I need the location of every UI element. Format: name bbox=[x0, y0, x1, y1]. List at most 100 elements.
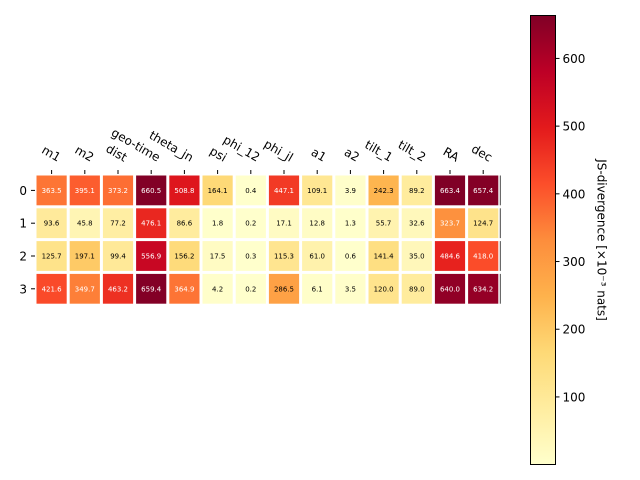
cell-value-label: 395.1 bbox=[75, 187, 95, 195]
heatmap-cell bbox=[69, 175, 100, 206]
colorbar: 100 200 300 400 500 600 JS-divergence [×10⁻³ … bbox=[530, 15, 609, 465]
heatmap-cell bbox=[102, 175, 134, 206]
cell-value-label: 640.0 bbox=[440, 285, 460, 293]
heatmap-cell bbox=[102, 273, 134, 304]
cell-value-label: 634.2 bbox=[473, 285, 493, 293]
heatmap-cell bbox=[102, 241, 134, 271]
heatmap-cell bbox=[69, 208, 100, 239]
column-label: tilt_1 bbox=[362, 138, 395, 165]
cell-value-label: 17.5 bbox=[210, 253, 226, 261]
heatmap-cell bbox=[401, 241, 432, 271]
heatmap-cell bbox=[36, 175, 67, 206]
cell-value-label: 109.1 bbox=[307, 187, 327, 195]
cell-value-label: 89.0 bbox=[409, 285, 425, 293]
cell-value-label: 89.2 bbox=[409, 187, 425, 195]
heatmap-cell bbox=[136, 175, 167, 206]
heatmap-cell bbox=[468, 273, 499, 304]
cell-value-label: 463.2 bbox=[108, 285, 128, 293]
heatmap-cell bbox=[136, 208, 167, 239]
heatmap-cell bbox=[36, 241, 67, 271]
heatmap-cell bbox=[302, 273, 333, 304]
column-label: RA bbox=[441, 144, 463, 165]
heatmap-cell bbox=[169, 208, 200, 239]
heatmap-cell bbox=[335, 241, 366, 271]
heatmap-cell bbox=[136, 241, 167, 271]
cell-value-label: 197.1 bbox=[75, 253, 95, 261]
cell-value-label: 61.0 bbox=[309, 253, 325, 261]
heatmap-cell bbox=[268, 241, 300, 271]
row-label: 2 bbox=[19, 250, 27, 264]
cell-value-label: 349.7 bbox=[75, 285, 95, 293]
cell-value-label: 124.7 bbox=[473, 220, 493, 228]
cell-value-label: 4.2 bbox=[212, 285, 223, 293]
colorbar-ticks: 100 200 300 400 500 600 bbox=[555, 52, 586, 404]
column-label: a2 bbox=[342, 145, 362, 165]
heatmap-cell bbox=[302, 208, 333, 239]
heatmap-cell bbox=[468, 175, 499, 206]
heatmap-cell bbox=[69, 241, 100, 271]
cell-value-label: 6.1 bbox=[312, 285, 323, 293]
cell-value-label: 660.5 bbox=[141, 187, 161, 195]
heatmap-cell bbox=[401, 208, 432, 239]
heatmap-cell bbox=[235, 273, 266, 304]
cell-value-label: 447.1 bbox=[274, 187, 294, 195]
cell-value-label: 373.2 bbox=[108, 187, 128, 195]
heatmap-cells: 363.5 395.1 373.2 660.5 508.8 164.1 0.4 447.1 10… bbox=[36, 175, 501, 304]
heatmap-cell bbox=[401, 175, 432, 206]
colorbar-tick-label: 100 bbox=[563, 390, 586, 404]
heatmap-cell bbox=[202, 175, 233, 206]
column-label: phi_12 bbox=[221, 133, 262, 165]
heatmap-cell bbox=[202, 241, 233, 271]
cell-value-label: 0.6 bbox=[345, 253, 357, 261]
colorbar-tick-label: 500 bbox=[563, 120, 586, 134]
row-label: 0 bbox=[19, 184, 27, 198]
colorbar-tick-label: 400 bbox=[563, 187, 586, 201]
heatmap-cell bbox=[69, 273, 100, 304]
cell-value-label: 164.1 bbox=[208, 187, 228, 195]
cell-value-label: 286.5 bbox=[274, 285, 294, 293]
heatmap-cell bbox=[169, 241, 200, 271]
heatmap-cell bbox=[235, 175, 266, 206]
cell-value-label: 125.7 bbox=[42, 253, 62, 261]
cell-value-label: 115.3 bbox=[274, 253, 294, 261]
heatmap-cell bbox=[434, 241, 466, 271]
heatmap-cell bbox=[202, 208, 233, 239]
colorbar-tick-label: 600 bbox=[563, 52, 586, 66]
cell-value-label: 0.3 bbox=[245, 253, 256, 261]
cell-value-label: 363.5 bbox=[42, 187, 62, 195]
heatmap-cell bbox=[235, 241, 266, 271]
heatmap-cell bbox=[401, 273, 432, 304]
heatmap-cell bbox=[169, 175, 200, 206]
heatmap-cell bbox=[302, 241, 333, 271]
heatmap-cell bbox=[268, 175, 300, 206]
heatmap-cell bbox=[36, 208, 67, 239]
cell-value-label: 556.9 bbox=[141, 253, 161, 261]
cell-value-label: 3.5 bbox=[345, 285, 356, 293]
cell-value-label: 17.1 bbox=[276, 220, 292, 228]
column-label: phi_jl bbox=[261, 137, 295, 165]
cell-value-label: 141.4 bbox=[374, 253, 395, 261]
cell-value-label: 12.8 bbox=[309, 220, 325, 228]
cell-value-label: 93.6 bbox=[44, 220, 60, 228]
heatmap-cell bbox=[268, 208, 300, 239]
heatmap-cell bbox=[368, 241, 399, 271]
cell-value-label: 476.1 bbox=[141, 220, 161, 228]
cell-value-label: 0.2 bbox=[245, 220, 256, 228]
cell-value-label: 0.4 bbox=[245, 187, 257, 195]
cell-value-label: 35.0 bbox=[409, 253, 425, 261]
cell-value-label: 418.0 bbox=[473, 253, 493, 261]
heatmap-cell bbox=[368, 175, 399, 206]
heatmap-cell bbox=[434, 175, 466, 206]
heatmap-cell bbox=[368, 273, 399, 304]
heatmap-cell bbox=[335, 273, 366, 304]
cell-value-label: 0.2 bbox=[245, 285, 256, 293]
row-label: 1 bbox=[19, 217, 27, 231]
cell-value-label: 484.6 bbox=[440, 253, 461, 261]
row-label: 3 bbox=[19, 282, 27, 296]
colorbar-gradient bbox=[530, 15, 556, 465]
cell-value-label: 77.2 bbox=[110, 220, 126, 228]
cell-value-label: 55.7 bbox=[376, 220, 392, 228]
heatmap-cell bbox=[468, 208, 499, 239]
